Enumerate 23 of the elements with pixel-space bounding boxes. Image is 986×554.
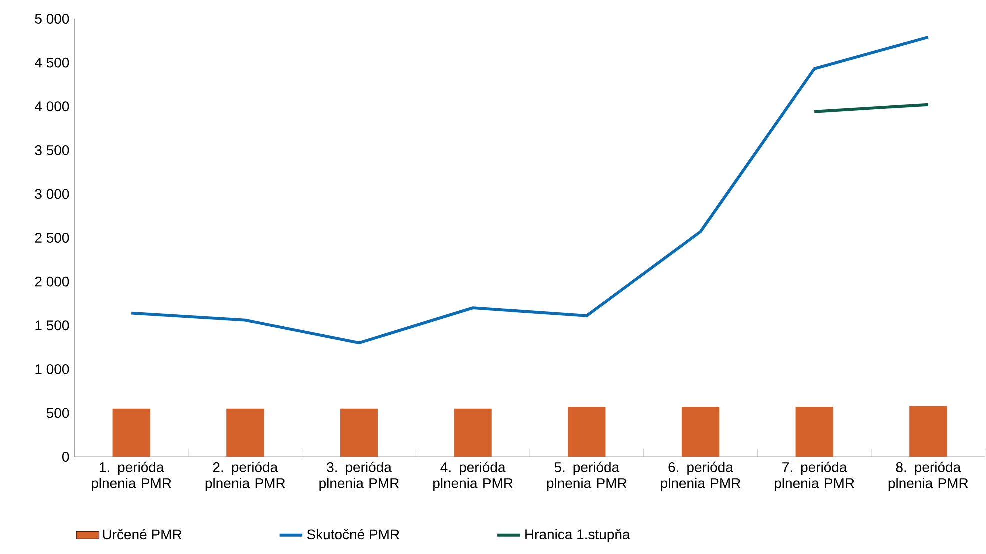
x-tick-label: 8. perióda plnenia PMR <box>888 462 968 492</box>
x-tick-label: 4. perióda plnenia PMR <box>434 462 513 492</box>
y-tick-label: 4 500 <box>35 58 70 68</box>
y-tick-label: 5 000 <box>35 14 70 24</box>
y-tick-label: 2 500 <box>35 233 70 243</box>
y-tick-label: 3 500 <box>35 145 70 156</box>
x-tick-label: 5. perióda plnenia PMR <box>547 462 627 492</box>
legend-label: Hranica 1.stupňa <box>526 529 630 542</box>
x-tick-label: 2. perióda plnenia PMR <box>206 462 286 492</box>
legend-label: Určené PMR <box>103 529 182 540</box>
legend-label: Skutočné PMR <box>307 529 400 540</box>
line-series <box>130 36 930 345</box>
x-tick-label: 6. perióda plnenia PMR <box>661 462 741 492</box>
x-tick-label: 1. perióda plnenia PMR <box>92 462 172 492</box>
y-tick-label: 0 <box>62 452 70 462</box>
y-tick-label: 3 000 <box>35 189 70 200</box>
x-tick-label: 7. perióda plnenia PMR <box>775 462 854 492</box>
y-tick-label: 2 000 <box>35 276 70 287</box>
y-tick-label: 1 500 <box>36 320 70 331</box>
y-tick-label: 4 000 <box>35 102 70 112</box>
x-tick-label: 3. perióda plnenia PMR <box>320 462 400 492</box>
y-tick-label: 500 <box>46 408 70 418</box>
y-tick-label: 1 000 <box>36 364 70 374</box>
